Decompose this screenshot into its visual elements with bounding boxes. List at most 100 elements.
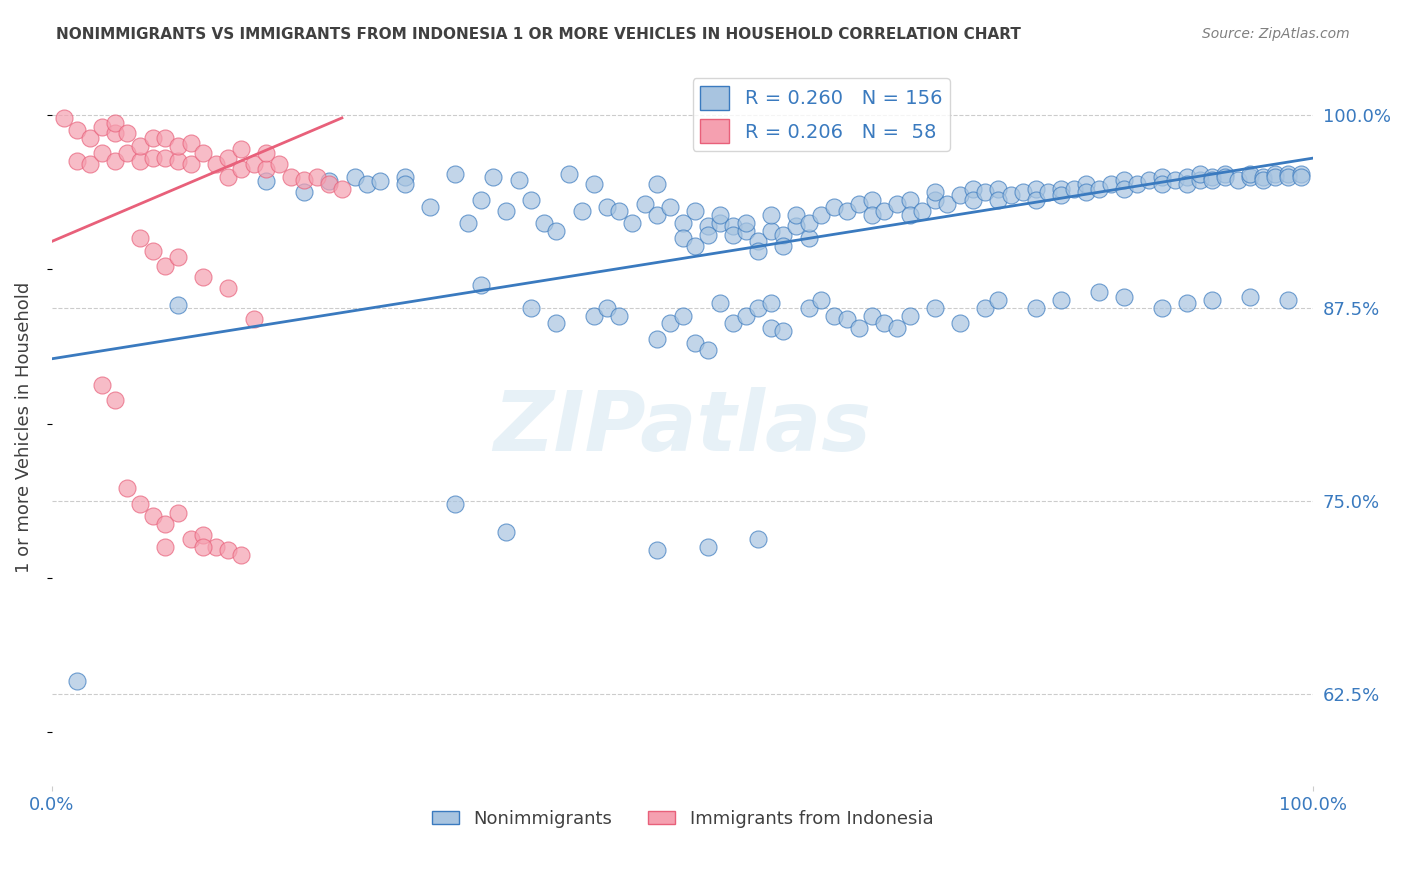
Immigrants from Indonesia	[142, 151, 165, 165]
Immigrants from Indonesia	[129, 154, 152, 169]
Nonimmigrants	[1137, 172, 1160, 186]
Nonimmigrants	[1025, 182, 1047, 196]
Nonimmigrants	[583, 309, 606, 323]
Immigrants from Indonesia	[155, 540, 177, 554]
Nonimmigrants	[571, 203, 593, 218]
Immigrants from Indonesia	[318, 178, 340, 192]
Nonimmigrants	[1251, 169, 1274, 184]
Immigrants from Indonesia	[155, 131, 177, 145]
Nonimmigrants	[823, 309, 845, 323]
Nonimmigrants	[709, 208, 731, 222]
Nonimmigrants	[924, 193, 946, 207]
Nonimmigrants	[444, 167, 467, 181]
Nonimmigrants	[419, 201, 441, 215]
Nonimmigrants	[343, 169, 366, 184]
Nonimmigrants	[759, 321, 782, 335]
Nonimmigrants	[734, 224, 756, 238]
Nonimmigrants	[911, 203, 934, 218]
Immigrants from Indonesia	[229, 142, 252, 156]
Nonimmigrants	[747, 301, 769, 315]
Nonimmigrants	[645, 332, 668, 346]
Nonimmigrants	[1239, 169, 1261, 184]
Nonimmigrants	[520, 301, 543, 315]
Nonimmigrants	[962, 182, 984, 196]
Nonimmigrants	[596, 201, 619, 215]
Nonimmigrants	[558, 167, 581, 181]
Immigrants from Indonesia	[91, 146, 114, 161]
Nonimmigrants	[1175, 178, 1198, 192]
Nonimmigrants	[609, 309, 631, 323]
Immigrants from Indonesia	[254, 146, 277, 161]
Nonimmigrants	[747, 235, 769, 249]
Nonimmigrants	[1277, 169, 1299, 184]
Immigrants from Indonesia	[305, 169, 328, 184]
Nonimmigrants	[546, 316, 568, 330]
Immigrants from Indonesia	[242, 157, 264, 171]
Immigrants from Indonesia	[91, 120, 114, 135]
Immigrants from Indonesia	[117, 482, 139, 496]
Nonimmigrants	[1188, 167, 1211, 181]
Nonimmigrants	[1201, 293, 1223, 307]
Nonimmigrants	[1264, 167, 1286, 181]
Nonimmigrants	[645, 178, 668, 192]
Immigrants from Indonesia	[53, 111, 76, 125]
Nonimmigrants	[709, 216, 731, 230]
Nonimmigrants	[734, 216, 756, 230]
Nonimmigrants	[394, 178, 416, 192]
Nonimmigrants	[848, 197, 870, 211]
Nonimmigrants	[683, 203, 706, 218]
Nonimmigrants	[949, 188, 972, 202]
Nonimmigrants	[1201, 169, 1223, 184]
Nonimmigrants	[721, 228, 744, 243]
Nonimmigrants	[1277, 293, 1299, 307]
Nonimmigrants	[810, 208, 832, 222]
Nonimmigrants	[1112, 182, 1135, 196]
Nonimmigrants	[987, 182, 1010, 196]
Nonimmigrants	[658, 201, 681, 215]
Nonimmigrants	[797, 301, 820, 315]
Immigrants from Indonesia	[104, 127, 127, 141]
Nonimmigrants	[721, 316, 744, 330]
Nonimmigrants	[1112, 172, 1135, 186]
Y-axis label: 1 or more Vehicles in Household: 1 or more Vehicles in Household	[15, 282, 32, 574]
Nonimmigrants	[1112, 290, 1135, 304]
Nonimmigrants	[772, 239, 794, 253]
Nonimmigrants	[898, 193, 921, 207]
Immigrants from Indonesia	[155, 259, 177, 273]
Nonimmigrants	[1088, 182, 1111, 196]
Nonimmigrants	[254, 174, 277, 188]
Nonimmigrants	[949, 316, 972, 330]
Immigrants from Indonesia	[217, 151, 239, 165]
Nonimmigrants	[1012, 185, 1035, 199]
Immigrants from Indonesia	[217, 169, 239, 184]
Nonimmigrants	[785, 219, 807, 233]
Nonimmigrants	[1050, 182, 1073, 196]
Nonimmigrants	[683, 239, 706, 253]
Nonimmigrants	[823, 201, 845, 215]
Immigrants from Indonesia	[167, 506, 190, 520]
Nonimmigrants	[470, 193, 492, 207]
Nonimmigrants	[1099, 178, 1122, 192]
Nonimmigrants	[1213, 169, 1236, 184]
Immigrants from Indonesia	[79, 131, 101, 145]
Nonimmigrants	[1239, 290, 1261, 304]
Nonimmigrants	[520, 193, 543, 207]
Nonimmigrants	[886, 321, 908, 335]
Immigrants from Indonesia	[191, 146, 214, 161]
Immigrants from Indonesia	[167, 250, 190, 264]
Nonimmigrants	[987, 293, 1010, 307]
Immigrants from Indonesia	[155, 516, 177, 531]
Immigrants from Indonesia	[142, 244, 165, 258]
Nonimmigrants	[772, 324, 794, 338]
Nonimmigrants	[1289, 167, 1312, 181]
Immigrants from Indonesia	[117, 127, 139, 141]
Immigrants from Indonesia	[229, 161, 252, 176]
Nonimmigrants	[898, 208, 921, 222]
Nonimmigrants	[621, 216, 644, 230]
Immigrants from Indonesia	[155, 151, 177, 165]
Nonimmigrants	[1076, 178, 1098, 192]
Nonimmigrants	[1038, 185, 1060, 199]
Nonimmigrants	[734, 309, 756, 323]
Nonimmigrants	[457, 216, 479, 230]
Immigrants from Indonesia	[180, 157, 202, 171]
